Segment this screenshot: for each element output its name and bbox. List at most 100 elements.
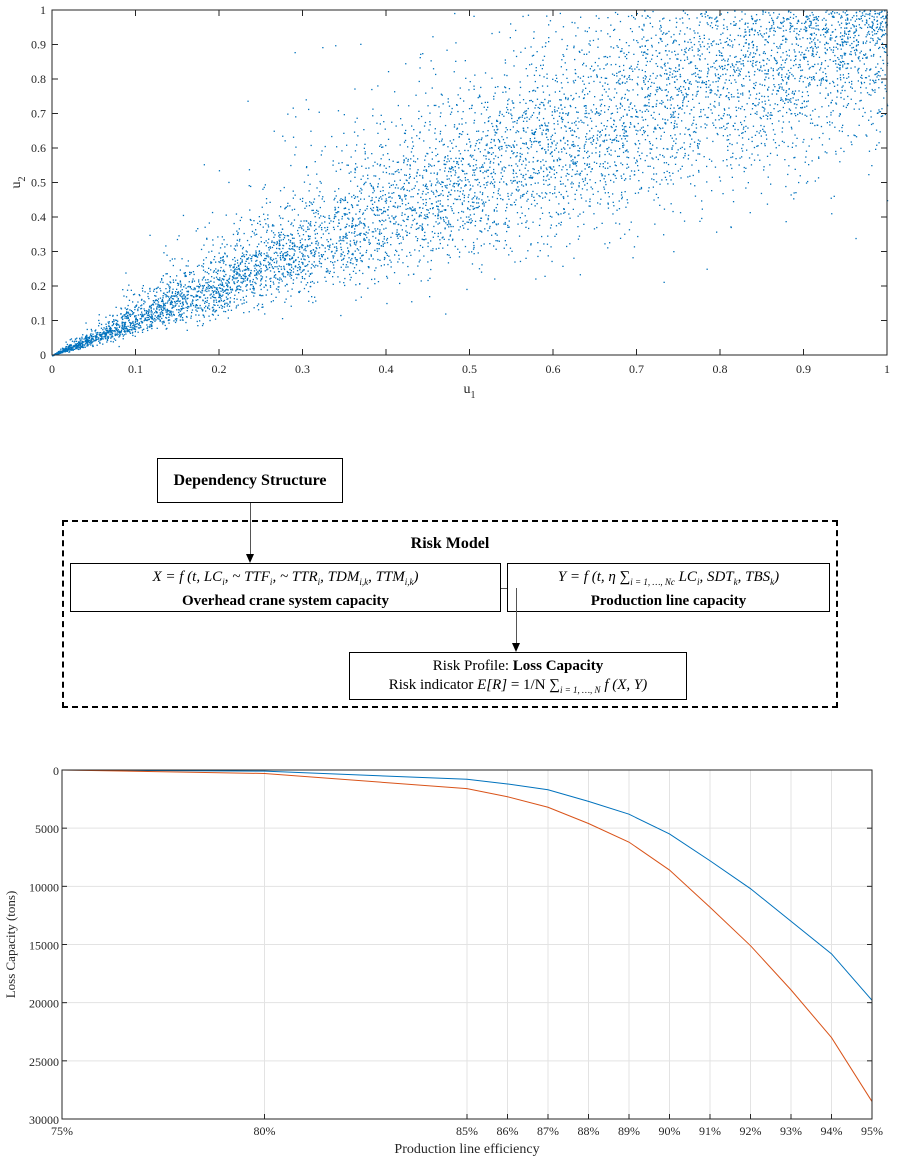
scatter-point	[388, 217, 390, 219]
scatter-point	[757, 68, 759, 70]
scatter-point	[706, 116, 708, 119]
scatter-point	[98, 334, 101, 336]
scatter-point	[677, 104, 679, 107]
scatter-point	[200, 248, 203, 251]
scatter-point	[716, 94, 718, 96]
scatter-point	[279, 257, 281, 259]
scatter-point	[719, 127, 721, 129]
scatter-point	[333, 267, 335, 269]
scatter-point	[168, 284, 170, 286]
scatter-point	[809, 122, 812, 124]
scatter-point	[226, 279, 228, 282]
scatter-point	[388, 173, 391, 175]
scatter-point	[219, 277, 221, 279]
scatter-point	[574, 161, 576, 163]
scatter-point	[276, 241, 278, 243]
scatter-point	[869, 14, 871, 16]
scatter-point	[353, 241, 356, 244]
scatter-point	[810, 20, 812, 23]
scatter-point	[472, 169, 474, 171]
scatter-point	[457, 183, 460, 186]
scatter-point	[772, 74, 774, 77]
scatter-point	[562, 265, 564, 267]
scatter-point	[787, 93, 790, 95]
scatter-point	[284, 255, 287, 257]
scatter-point	[876, 40, 878, 42]
scatter-point	[881, 42, 884, 44]
scatter-point	[796, 32, 798, 35]
scatter-point	[832, 110, 834, 112]
scatter-point	[873, 16, 875, 18]
scatter-point	[715, 60, 717, 62]
scatter-point	[627, 15, 630, 18]
scatter-point	[705, 81, 707, 83]
scatter-point	[252, 292, 254, 294]
scatter-point	[122, 338, 124, 340]
scatter-point	[807, 100, 809, 102]
scatter-point	[675, 138, 677, 140]
scatter-point	[202, 266, 204, 268]
scatter-point	[872, 21, 874, 23]
scatter-point	[125, 313, 127, 315]
scatter-point	[360, 43, 362, 45]
scatter-point	[359, 222, 361, 224]
scatter-point	[752, 40, 754, 43]
scatter-point	[550, 136, 552, 138]
scatter-point	[562, 183, 564, 185]
scatter-point	[608, 106, 610, 108]
scatter-point	[257, 264, 259, 267]
scatter-point	[881, 115, 884, 117]
scatter-point	[319, 262, 321, 264]
scatter-point	[879, 56, 882, 58]
scatter-point	[252, 287, 254, 290]
scatter-point	[279, 236, 281, 239]
scatter-point	[848, 22, 850, 24]
scatter-point	[623, 144, 625, 146]
scatter-point	[783, 66, 785, 68]
scatter-point	[824, 51, 826, 54]
scatter-point	[254, 263, 257, 265]
scatter-point	[236, 273, 238, 276]
scatter-point	[594, 113, 596, 115]
scatter-point	[781, 43, 783, 45]
scatter-point	[676, 58, 678, 60]
scatter-point	[354, 169, 357, 171]
scatter-point	[207, 284, 209, 286]
scatter-point	[270, 264, 272, 266]
scatter-point	[437, 208, 439, 210]
scatter-point	[727, 64, 729, 66]
scatter-point	[687, 158, 689, 160]
scatter-point	[726, 139, 728, 141]
scatter-point	[376, 122, 378, 124]
scatter-point	[653, 179, 655, 181]
scatter-point	[221, 295, 223, 297]
scatter-point	[668, 50, 670, 52]
scatter-point	[299, 251, 301, 253]
scatter-point	[590, 171, 592, 173]
scatter-point	[879, 75, 881, 77]
scatter-point	[801, 102, 803, 105]
scatter-point	[764, 131, 766, 133]
scatter-point	[627, 166, 630, 168]
scatter-point	[595, 112, 598, 114]
scatter-point	[496, 203, 499, 206]
scatter-point	[257, 270, 259, 273]
scatter-point	[370, 185, 373, 187]
scatter-point	[838, 58, 840, 61]
scatter-point	[624, 97, 626, 99]
scatter-point	[631, 15, 633, 17]
scatter-point	[678, 33, 681, 35]
scatter-point	[679, 147, 682, 150]
scatter-point	[863, 10, 865, 13]
scatter-point	[497, 223, 499, 225]
scatter-point	[110, 331, 112, 333]
scatter-point	[95, 338, 97, 341]
scatter-point	[821, 77, 823, 80]
scatter-point	[154, 300, 156, 302]
scatter-point	[626, 89, 628, 91]
scatter-point	[730, 164, 732, 166]
scatter-point	[717, 86, 719, 88]
scatter-point	[756, 130, 758, 133]
scatter-point	[413, 129, 415, 131]
scatter-point	[459, 133, 461, 135]
